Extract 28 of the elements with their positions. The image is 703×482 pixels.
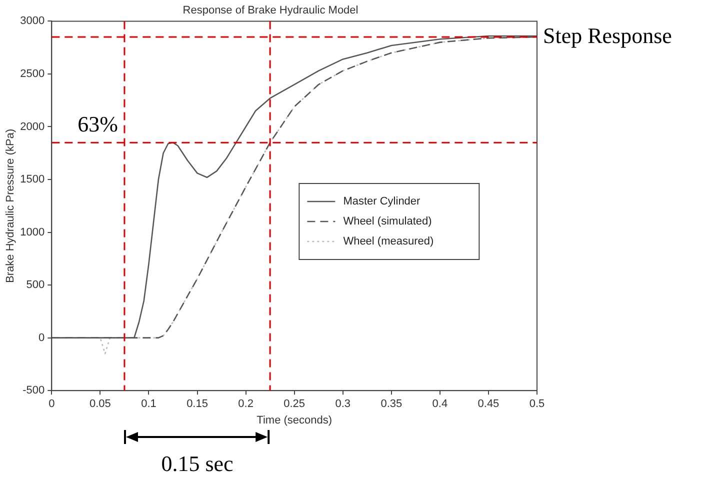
y-tick-label: 2000 <box>20 120 45 133</box>
ref-line-label: Step Response <box>543 22 672 48</box>
x-tick-label: 0.25 <box>284 398 306 410</box>
chart-title: Response of Brake Hydraulic Model <box>182 4 358 17</box>
annotation: 63% <box>78 111 118 136</box>
x-tick-label: 0.35 <box>380 398 402 410</box>
x-tick-label: 0.2 <box>238 398 254 410</box>
y-axis-title: Brake Hydraulic Pressure (kPa) <box>4 128 17 283</box>
x-tick-label: 0 <box>48 398 55 410</box>
legend-label: Wheel (simulated) <box>343 215 432 228</box>
legend-label: Master Cylinder <box>343 195 421 208</box>
y-tick-label: 2500 <box>20 68 45 80</box>
x-tick-label: 0.1 <box>141 398 156 410</box>
x-tick-label: 0.05 <box>89 398 111 410</box>
text: 0.15 sec <box>161 450 234 476</box>
y-tick-label: 0 <box>38 332 45 344</box>
y-tick-label: -500 <box>22 384 45 397</box>
x-tick-label: 0.4 <box>432 398 448 410</box>
x-axis-title: Time (seconds) <box>256 414 332 426</box>
x-tick-label: 0.5 <box>529 398 545 410</box>
y-tick-label: 500 <box>26 279 45 292</box>
y-tick-label: 1000 <box>20 226 45 238</box>
x-tick-label: 0.3 <box>335 398 351 410</box>
legend-label: Wheel (measured) <box>343 235 434 248</box>
y-tick-label: 3000 <box>20 15 45 28</box>
x-tick-label: 0.15 <box>186 398 208 410</box>
y-tick-label: 1500 <box>20 174 45 186</box>
x-tick-label: 0.45 <box>478 398 500 410</box>
